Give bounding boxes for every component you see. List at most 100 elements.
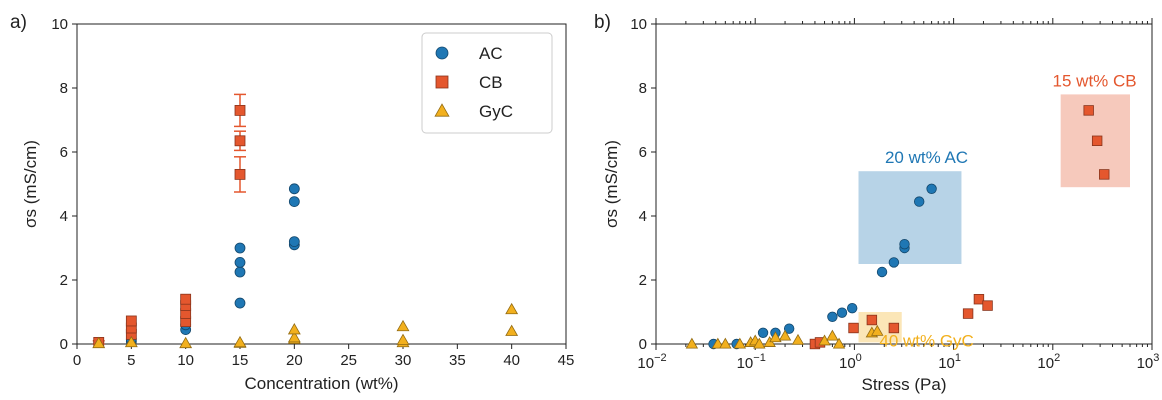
x-tick-label: 10 [177, 352, 194, 369]
y-axis-label: σs (mS/cm) [602, 140, 621, 228]
data-point-gyc [124, 335, 138, 348]
x-axis-label: Concentration (wt%) [244, 374, 398, 393]
data-point-gyc [287, 331, 301, 343]
x-tick-label: 15 [232, 352, 249, 369]
data-point-ac [899, 238, 910, 250]
data-point-ac [234, 242, 246, 254]
data-point-gyc [778, 329, 792, 341]
x-tick-label: 103 [1137, 352, 1160, 372]
data-point-gyc [287, 323, 301, 335]
y-axis-label: σs (mS/cm) [21, 140, 40, 228]
data-point-gyc [733, 337, 747, 349]
legend-label-ac: AC [479, 44, 503, 63]
data-point-cb [973, 293, 985, 305]
data-point-gyc [396, 333, 410, 345]
annotation-label-ac: 20 wt% AC [885, 148, 968, 167]
data-point-ac [836, 307, 848, 318]
data-point-gyc [719, 337, 732, 349]
data-point-gyc [871, 324, 884, 336]
legend-marker-gyc [434, 103, 450, 117]
data-point-cb [962, 308, 974, 319]
y-tick-label: 4 [639, 208, 647, 225]
data-point-cb [982, 300, 993, 311]
data-point-cb [234, 168, 246, 180]
data-point-cb [866, 314, 878, 326]
data-point-cb [234, 105, 246, 116]
x-tick-label: 5 [127, 352, 135, 369]
data-point-gyc [685, 337, 699, 349]
legend-box [421, 32, 553, 134]
plot-frame [655, 23, 1153, 345]
y-tick-label: 4 [60, 208, 68, 225]
y-tick-label: 8 [60, 80, 68, 97]
data-point-gyc [396, 319, 410, 332]
x-tick-label: 20 [286, 352, 303, 369]
plot-frame [76, 23, 567, 345]
y-tick-label: 0 [60, 336, 68, 353]
data-point-gyc [92, 336, 106, 349]
legend-marker-cb [435, 75, 449, 89]
y-tick-label: 6 [639, 144, 647, 161]
legend-marker-ac [435, 46, 449, 60]
panel-label: b) [594, 12, 611, 33]
data-point-gyc [769, 331, 782, 343]
data-point-gyc [826, 329, 839, 341]
data-point-ac [846, 302, 858, 314]
data-point-gyc [832, 337, 846, 349]
data-point-cb [125, 315, 137, 327]
y-tick-label: 10 [630, 16, 647, 33]
x-tick-label: 0 [73, 352, 81, 369]
data-point-ac [757, 327, 769, 339]
x-tick-label: 101 [938, 352, 961, 372]
x-tick-label: 10−2 [637, 352, 666, 372]
x-tick-label: 45 [558, 352, 575, 369]
data-point-ac [288, 183, 300, 195]
y-tick-label: 0 [639, 336, 647, 353]
data-point-ac [926, 183, 937, 195]
data-point-cb [1099, 169, 1110, 180]
data-point-gyc [505, 324, 519, 336]
data-point-ac [288, 236, 300, 248]
data-point-cb [234, 135, 246, 147]
data-point-ac [827, 311, 838, 323]
panel-b: b) 10−2 10−1 100 101 102 103 0 2 4 6 8 10 Stress (Pa)… [594, 12, 1159, 394]
data-point-ac [234, 297, 246, 309]
legend-label-gyc: GyC [479, 102, 513, 121]
legend-label-cb: CB [479, 73, 503, 92]
data-point-ac [876, 266, 888, 278]
data-point-cb [888, 322, 900, 334]
x-tick-label: 35 [449, 352, 466, 369]
annotation-label-gyc: 40 wt% GyC [879, 331, 973, 350]
data-point-gyc [505, 302, 519, 315]
data-point-gyc [179, 336, 193, 349]
data-point-gyc [791, 333, 805, 345]
panel-a: a) 0 5 10 15 20 25 30 35 40 45 0 2 4 6 8 10 Concentration… [10, 12, 574, 393]
data-point-ac [783, 323, 795, 334]
y-tick-label: 2 [60, 272, 68, 289]
y-tick-label: 8 [639, 80, 647, 97]
y-tick-label: 6 [60, 144, 68, 161]
data-point-ac [888, 257, 900, 268]
x-tick-label: 40 [503, 352, 520, 369]
x-axis-label: Stress (Pa) [861, 375, 946, 394]
x-tick-label: 100 [839, 352, 862, 372]
data-point-ac [234, 256, 246, 268]
annotation-label-cb: 15 wt% CB [1053, 71, 1137, 90]
data-point-cb [848, 322, 859, 334]
x-tick-label: 10−1 [737, 352, 766, 372]
y-tick-label: 10 [51, 16, 68, 33]
data-point-gyc [753, 337, 766, 349]
data-point-ac [234, 266, 246, 278]
data-point-ac [913, 196, 925, 207]
annotation-box-ac [858, 171, 962, 264]
y-tick-label: 2 [639, 272, 647, 289]
x-tick-label: 30 [395, 352, 412, 369]
panel-label: a) [10, 12, 27, 33]
data-point-cb [180, 293, 192, 305]
data-point-cb [1083, 105, 1094, 116]
x-tick-label: 25 [340, 352, 357, 369]
x-tick-label: 102 [1037, 352, 1060, 372]
data-point-gyc [711, 337, 725, 349]
data-point-cb [1091, 135, 1103, 147]
